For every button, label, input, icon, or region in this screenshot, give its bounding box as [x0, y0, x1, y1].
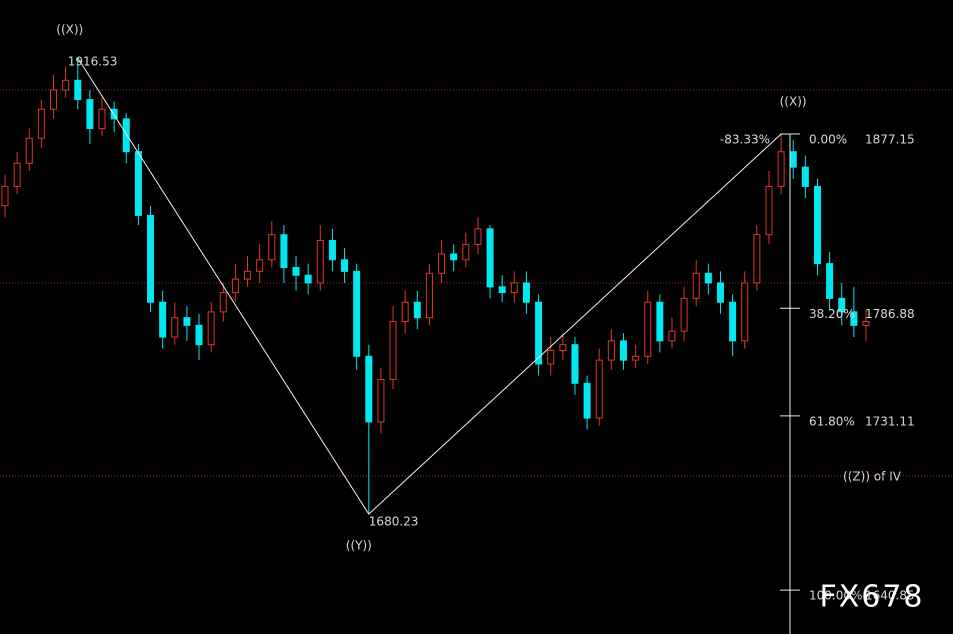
- candle-body: [729, 301, 737, 342]
- wave-label: ((X)): [780, 95, 807, 109]
- candle-body: [571, 344, 579, 384]
- candle-body: [789, 151, 797, 168]
- fib-ratio: 100.00%: [809, 589, 862, 603]
- candle-body: [98, 108, 106, 130]
- candle-body: [316, 239, 324, 284]
- candle-body: [389, 321, 397, 380]
- candle-body: [328, 239, 336, 261]
- candle-body: [268, 234, 276, 261]
- candle-body: [377, 378, 385, 423]
- candle-body: [474, 228, 482, 245]
- candle-body: [595, 359, 603, 419]
- candle-body: [753, 234, 761, 284]
- candle-body: [353, 270, 361, 357]
- candle-body: [86, 99, 94, 130]
- fib-price: 1731.11: [865, 414, 915, 428]
- candle-body: [171, 317, 179, 338]
- candle-body: [25, 137, 33, 164]
- candle-body: [632, 355, 640, 361]
- candle-body: [159, 301, 167, 338]
- annotation: ((Z)) of IV: [843, 470, 902, 484]
- candle-body: [656, 301, 664, 342]
- candle-body: [826, 263, 834, 299]
- wave-label: ((Y)): [346, 539, 372, 553]
- candle-body: [559, 344, 567, 351]
- candle-body: [486, 228, 494, 288]
- candle-body: [850, 311, 858, 326]
- candle-body: [510, 282, 518, 294]
- candle-body: [813, 185, 821, 265]
- candle-body: [74, 79, 82, 101]
- candle-body: [341, 259, 349, 272]
- fib-price: 1640.85: [865, 589, 915, 603]
- candle-body: [680, 297, 688, 332]
- fib-price: 1877.15: [865, 133, 915, 147]
- candle-body: [147, 214, 155, 303]
- candle-body: [716, 282, 724, 303]
- candle-body: [862, 321, 870, 326]
- candle-body: [462, 243, 470, 261]
- candle-body: [450, 253, 458, 261]
- candle-body: [134, 151, 142, 216]
- candle-body: [50, 89, 58, 110]
- fib-price: 1786.88: [865, 307, 915, 321]
- candle-body: [668, 330, 676, 342]
- candle-body: [522, 282, 530, 303]
- candle-body: [195, 324, 203, 346]
- candle-body: [122, 118, 130, 153]
- wave-price: 1680.23: [369, 515, 419, 529]
- candle-body: [765, 185, 773, 236]
- fib-ratio: 0.00%: [809, 133, 847, 147]
- candle-body: [13, 162, 21, 187]
- candle-body: [741, 282, 749, 342]
- candle-body: [692, 272, 700, 299]
- candle-body: [801, 166, 809, 187]
- candle-body: [777, 151, 785, 187]
- candle-body: [401, 301, 409, 323]
- candle-body: [838, 297, 846, 313]
- candle-body: [244, 270, 252, 280]
- candle-body: [607, 340, 615, 361]
- candle-body: [207, 311, 215, 346]
- candle-body: [535, 301, 543, 365]
- candle-body: [110, 108, 118, 120]
- candle-body: [704, 272, 712, 284]
- candle-body: [304, 274, 312, 284]
- candle-body: [438, 253, 446, 274]
- candle-body: [583, 382, 591, 419]
- fib-ratio: 38.20%: [809, 307, 855, 321]
- candle-body: [365, 355, 373, 423]
- candle-body: [280, 234, 288, 268]
- candle-body: [37, 108, 45, 139]
- candle-body: [231, 278, 239, 294]
- candle-body: [547, 349, 555, 365]
- candle-body: [413, 301, 421, 319]
- candle-body: [425, 272, 433, 319]
- candle-body: [619, 340, 627, 361]
- wave-label: ((X)): [56, 23, 83, 37]
- fib-extension-label: -83.33%: [720, 133, 770, 147]
- fib-ratio: 61.80%: [809, 414, 855, 428]
- watermark: FX678: [819, 580, 924, 615]
- candle-body: [256, 259, 264, 272]
- candle-body: [644, 301, 652, 357]
- candle-body: [1, 185, 9, 207]
- wave-line: [77, 57, 782, 515]
- candle-body: [219, 292, 227, 313]
- wave-price: 1916.53: [68, 55, 118, 69]
- candle-body: [183, 317, 191, 326]
- candle-body: [498, 286, 506, 294]
- candle-body: [62, 79, 70, 91]
- candle-body: [292, 266, 300, 276]
